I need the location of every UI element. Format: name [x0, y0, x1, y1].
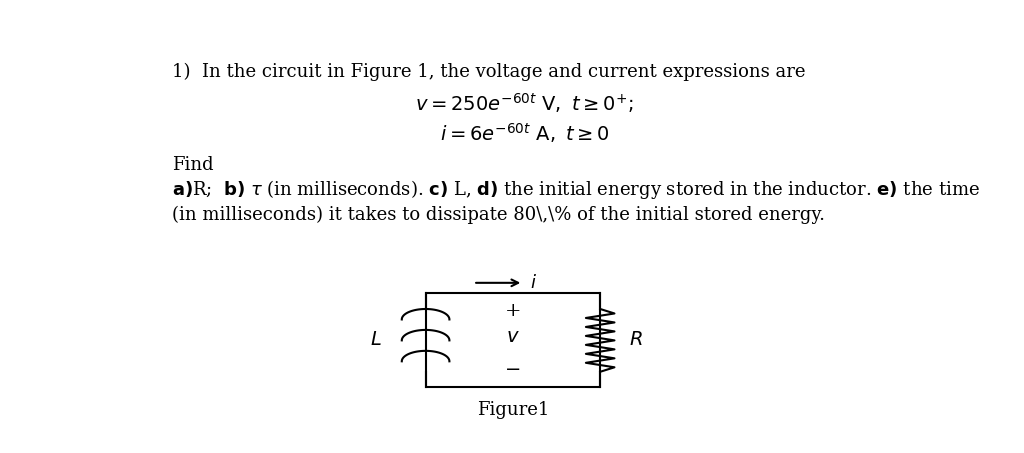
Text: Find: Find	[172, 155, 213, 173]
Text: $v$: $v$	[506, 328, 520, 346]
Text: $\bf{a)}$R;  $\bf{b)}$ $\tau$ (in milliseconds). $\bf{c)}$ L, $\bf{d)}$ the init: $\bf{a)}$R; $\bf{b)}$ $\tau$ (in millise…	[172, 178, 980, 201]
Text: +: +	[505, 302, 521, 320]
Text: $L$: $L$	[371, 332, 382, 349]
Text: $v = 250e^{-60t}\ \mathrm{V},\ t\geq 0^{+};$: $v = 250e^{-60t}\ \mathrm{V},\ t\geq 0^{…	[416, 91, 634, 115]
Bar	[426, 293, 600, 387]
Text: $R$: $R$	[629, 332, 642, 349]
Text: 1)  In the circuit in Figure 1, the voltage and current expressions are: 1) In the circuit in Figure 1, the volta…	[172, 63, 805, 82]
Text: (in milliseconds) it takes to dissipate 80\,\% of the initial stored energy.: (in milliseconds) it takes to dissipate …	[172, 206, 824, 224]
Text: $i = 6e^{-60t}\ \mathrm{A},\ t\geq 0$: $i = 6e^{-60t}\ \mathrm{A},\ t\geq 0$	[440, 120, 609, 145]
Text: Figure1: Figure1	[477, 401, 549, 419]
Text: $i$: $i$	[529, 274, 537, 292]
Text: −: −	[505, 361, 521, 379]
